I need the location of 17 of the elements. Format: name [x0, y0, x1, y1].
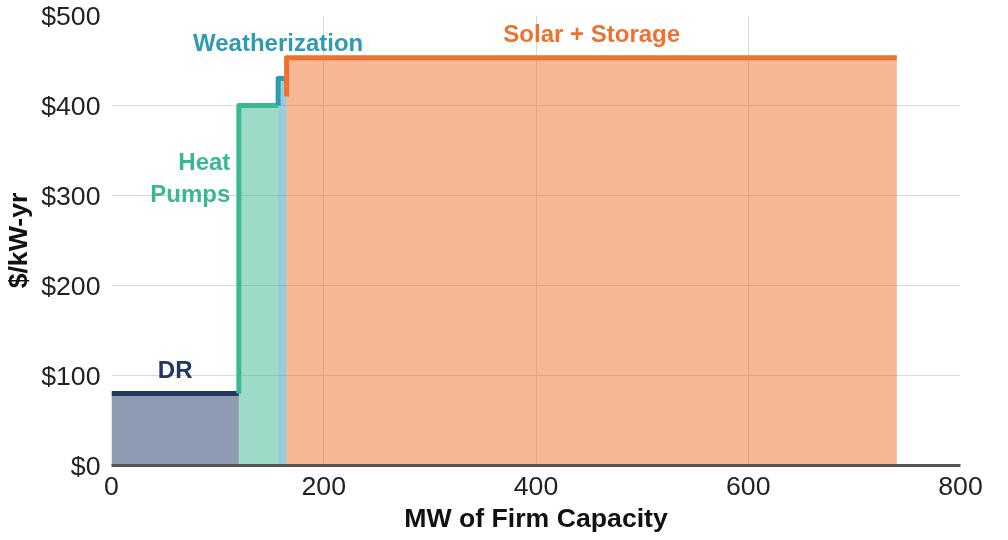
y-tick-label: $400	[41, 90, 101, 121]
x-axis-title: MW of Firm Capacity	[404, 502, 668, 533]
y-tick-label: $200	[41, 270, 101, 301]
x-tick-label: 200	[301, 470, 346, 501]
series-label: Weatherization	[192, 29, 364, 56]
series-label: Solar + Storage	[503, 20, 681, 47]
y-tick-label: $300	[41, 180, 101, 211]
y-tick-label: $500	[41, 0, 101, 31]
x-tick-label: 0	[104, 470, 119, 501]
y-tick-label: $100	[41, 360, 101, 391]
x-tick-label: 800	[938, 470, 983, 501]
series-label: DR	[157, 355, 193, 383]
x-tick-label: 400	[513, 470, 559, 501]
x-tick-label: 600	[726, 470, 771, 501]
series-label: Heat Pumps	[150, 147, 231, 208]
y-axis-title: $/kW-yr	[3, 192, 34, 289]
y-tick-label: $0	[70, 450, 101, 481]
